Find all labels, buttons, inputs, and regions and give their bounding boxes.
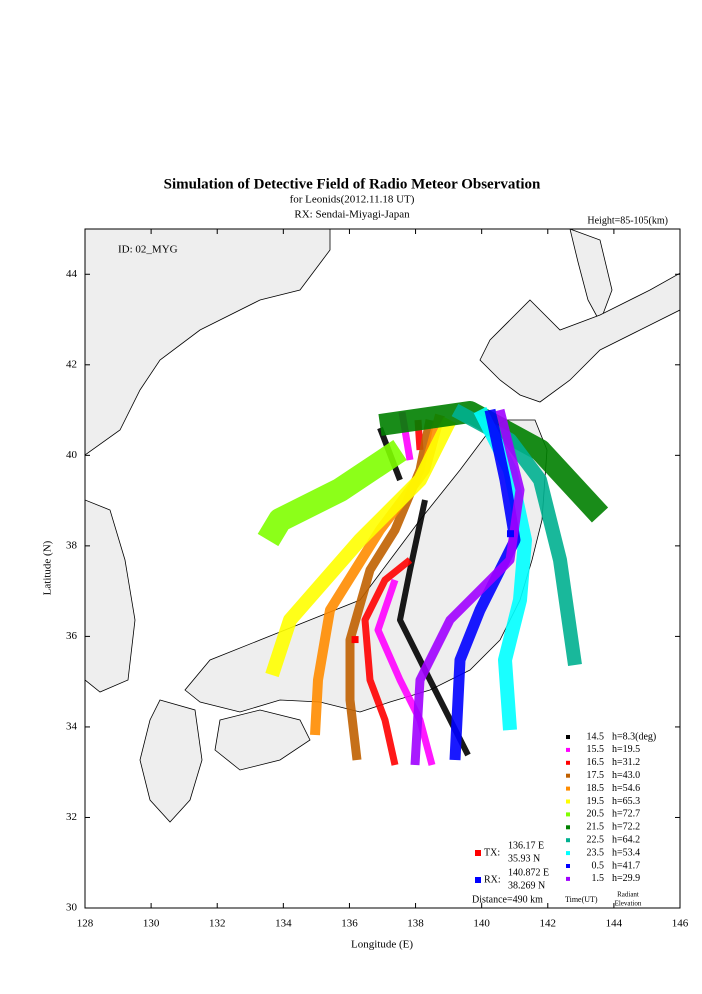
x-tick-label: 138 <box>407 918 424 930</box>
x-tick-label: 142 <box>540 918 557 930</box>
detection-fields <box>257 401 609 766</box>
legend-elevation: h=65.3 <box>612 796 640 807</box>
land <box>85 229 680 823</box>
legend-elevation-label: Elevation <box>615 900 642 908</box>
legend-time: 1.5 <box>592 873 605 884</box>
station-label: RX: <box>484 874 501 885</box>
legend-swatch <box>566 799 570 804</box>
continent <box>85 229 331 456</box>
kyushu <box>139 699 203 823</box>
legend-elevation: h=43.0 <box>612 770 640 781</box>
x-axis-label: Longitude (E) <box>351 939 413 951</box>
x-tick-label: 146 <box>672 918 689 930</box>
distance: Distance=490 km <box>472 894 543 905</box>
y-tick-label: 32 <box>66 811 77 823</box>
legend-elevation: h=72.7 <box>612 809 640 820</box>
legend-swatch <box>566 812 570 817</box>
x-tick-label: 130 <box>143 918 160 930</box>
receiver: RX: Sendai-Miyagi-Japan <box>294 209 410 221</box>
station-key <box>475 877 481 883</box>
station-lat: 35.93 N <box>508 853 540 864</box>
y-tick-label: 30 <box>66 902 78 914</box>
legend-elevation: h=29.9 <box>612 873 640 884</box>
legend-time: 0.5 <box>592 860 605 871</box>
station-key <box>475 850 481 856</box>
legend-elevation: h=8.3(deg) <box>612 731 656 742</box>
y-tick-label: 42 <box>66 358 77 370</box>
korea <box>85 499 136 693</box>
legend-swatch <box>566 786 570 791</box>
legend-time-label: Time(UT) <box>565 895 598 904</box>
field-band <box>257 440 407 547</box>
x-tick-label: 128 <box>77 918 94 930</box>
legend-time: 22.5 <box>587 834 605 845</box>
legend-swatch <box>566 735 570 739</box>
y-axis-label: Latitude (N) <box>42 540 54 595</box>
legend-swatch <box>566 851 570 856</box>
x-tick-label: 136 <box>341 918 358 930</box>
y-tick-label: 44 <box>66 268 78 280</box>
shikoku <box>214 709 311 771</box>
field-band <box>410 408 525 766</box>
legend-swatch <box>566 864 570 868</box>
station-marker <box>506 530 514 538</box>
subtitle: for Leonids(2012.11.18 UT) <box>290 194 415 206</box>
station-marker <box>351 636 359 644</box>
legend-time: 21.5 <box>587 822 605 833</box>
legend-time: 16.5 <box>587 757 605 768</box>
station-lon: 140.872 E <box>508 867 549 878</box>
x-tick-label: 144 <box>606 918 623 930</box>
legend-elevation-label: Radiant <box>617 891 639 899</box>
honshu <box>184 419 548 713</box>
field-band <box>265 416 457 678</box>
sakhalin <box>569 229 613 323</box>
x-tick-label: 140 <box>473 918 490 930</box>
x-tick-label: 134 <box>275 918 292 930</box>
legend-time: 20.5 <box>587 809 605 820</box>
legend-time: 23.5 <box>587 847 605 858</box>
station-lat: 38.269 N <box>508 880 545 891</box>
plot-frame <box>84 228 681 909</box>
legend-time: 14.5 <box>587 731 605 742</box>
legend-swatch <box>566 838 570 843</box>
y-tick-label: 36 <box>66 630 78 642</box>
legend-swatch <box>566 747 570 752</box>
legend-time: 19.5 <box>587 796 605 807</box>
legend-elevation: h=54.6 <box>612 783 640 794</box>
legend-elevation: h=64.2 <box>612 834 640 845</box>
legend-elevation: h=72.2 <box>612 822 640 833</box>
y-tick-label: 34 <box>66 720 78 732</box>
y-tick-label: 40 <box>66 449 78 461</box>
legend-elevation: h=19.5 <box>612 744 640 755</box>
legend-time: 17.5 <box>587 770 605 781</box>
legend-elevation: h=41.7 <box>612 860 640 871</box>
x-tick-label: 132 <box>209 918 226 930</box>
legend-swatch <box>566 760 570 765</box>
station-label: TX: <box>484 847 500 858</box>
legend-swatch <box>566 876 570 881</box>
hokkaido <box>479 272 680 403</box>
legend-time: 15.5 <box>587 744 605 755</box>
id-label: ID: 02_MYG <box>118 244 178 256</box>
legend-swatch <box>566 773 570 778</box>
station-lon: 136.17 E <box>508 840 544 851</box>
title: Simulation of Detective Field of Radio M… <box>164 176 541 192</box>
legend-time: 18.5 <box>587 783 605 794</box>
legend-elevation: h=53.4 <box>612 847 640 858</box>
legend-elevation: h=31.2 <box>612 757 640 768</box>
legend-swatch <box>566 825 570 830</box>
height-note: Height=85-105(km) <box>587 215 668 226</box>
y-tick-label: 38 <box>66 539 78 551</box>
